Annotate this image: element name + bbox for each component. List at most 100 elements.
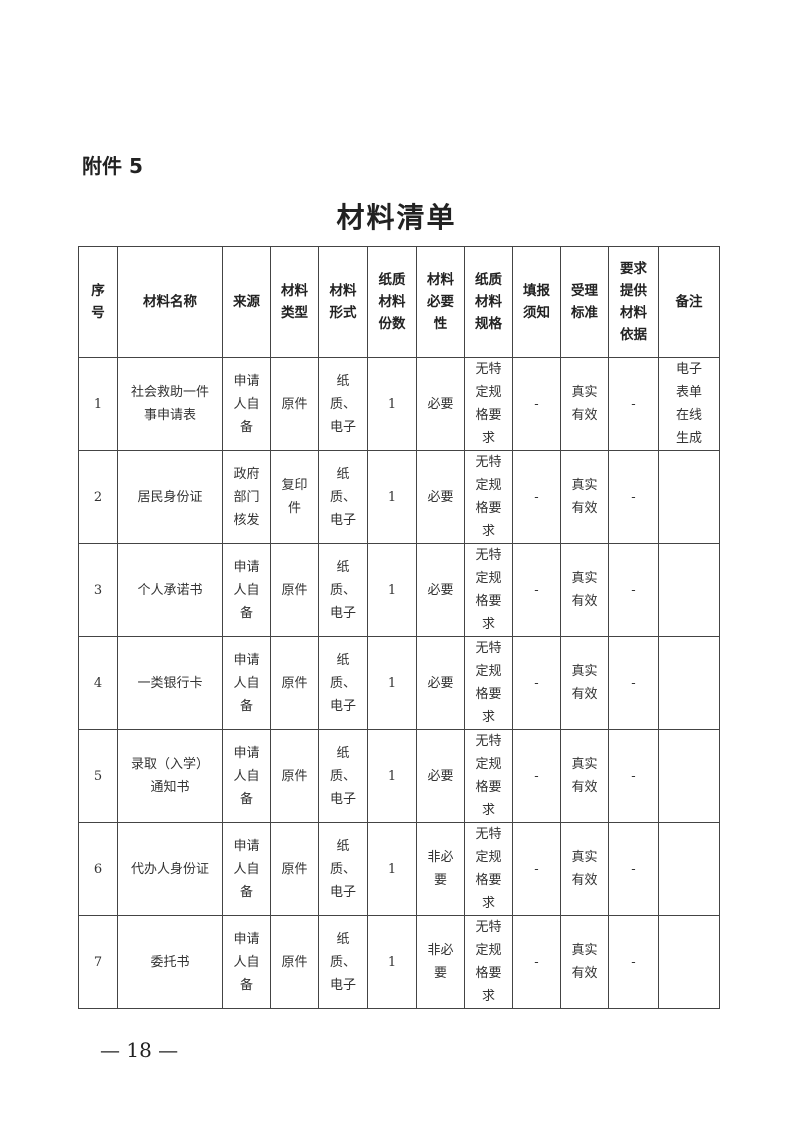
table-cell: 真实 有效 — [560, 636, 609, 730]
table-cell: 申请 人自 备 — [222, 543, 271, 637]
table-cell: - — [512, 729, 561, 823]
table-cell: 1 — [367, 357, 417, 451]
table-cell: 必要 — [416, 450, 465, 544]
table-cell: 必要 — [416, 543, 465, 637]
column-header: 材料 必要 性 — [416, 246, 465, 358]
table-cell: 无特 定规 格要 求 — [464, 729, 513, 823]
table-cell: 5 — [78, 729, 118, 823]
table-cell: 原件 — [270, 357, 319, 451]
attachment-label: 附件 5 — [82, 154, 143, 178]
table-cell: - — [512, 357, 561, 451]
table-cell: 代办人身份证 — [117, 822, 223, 916]
table-cell: 原件 — [270, 822, 319, 916]
table-cell: 必要 — [416, 357, 465, 451]
table-cell: 真实 有效 — [560, 357, 609, 451]
column-header: 序 号 — [78, 246, 118, 358]
table-cell: 3 — [78, 543, 118, 637]
table-cell: - — [512, 450, 561, 544]
table-cell — [658, 915, 720, 1009]
page-number: — 18 — — [100, 1038, 179, 1062]
table-row: 2 居民身份证 政府 部门 核发 复印 件纸 质、 电子 1 必要 无特 定规 格要 求-真… — [78, 450, 720, 544]
table-cell: 1 — [78, 357, 118, 451]
column-header: 备注 — [658, 246, 720, 358]
table-cell: 真实 有效 — [560, 729, 609, 823]
table-cell: - — [608, 822, 659, 916]
table-cell — [658, 543, 720, 637]
column-header: 来源 — [222, 246, 271, 358]
table-cell: 社会救助一件 事申请表 — [117, 357, 223, 451]
table-cell — [658, 636, 720, 730]
table-row: 7 委托书 申请 人自 备原件纸 质、 电子 1 非必 要无特 定规 格要 求 - 真实 有… — [78, 915, 720, 1009]
table-cell: 申请 人自 备 — [222, 822, 271, 916]
table-cell: 真实 有效 — [560, 915, 609, 1009]
table-cell: - — [608, 729, 659, 823]
table-cell: 7 — [78, 915, 118, 1009]
table-cell: 录取（入学） 通知书 — [117, 729, 223, 823]
table-row: 6 代办人身份证 申请 人自 备原件纸 质、 电子 1 非必 要无特 定规 格要 求-真… — [78, 822, 720, 916]
table-cell: 无特 定规 格要 求 — [464, 822, 513, 916]
table-cell: 无特 定规 格要 求 — [464, 543, 513, 637]
table-row: 5 录取（入学） 通知书 申请 人自 备原件纸 质、 电子 1 必要 无特 定规 格要 求… — [78, 729, 720, 823]
table-cell: - — [608, 450, 659, 544]
table-cell: 申请 人自 备 — [222, 636, 271, 730]
table-cell: 真实 有效 — [560, 450, 609, 544]
table-cell: 真实 有效 — [560, 543, 609, 637]
table-cell: - — [512, 636, 561, 730]
table-cell: 原件 — [270, 729, 319, 823]
table-cell: 委托书 — [117, 915, 223, 1009]
table-cell: 无特 定规 格要 求 — [464, 636, 513, 730]
table-cell: 4 — [78, 636, 118, 730]
table-cell: 无特 定规 格要 求 — [464, 357, 513, 451]
table-cell: 申请 人自 备 — [222, 729, 271, 823]
table-cell: - — [512, 822, 561, 916]
table-cell: 纸 质、 电子 — [318, 543, 368, 637]
page-title: 材料清单 — [336, 201, 457, 234]
table-cell: - — [608, 543, 659, 637]
table-cell: 1 — [367, 543, 417, 637]
table-cell — [658, 822, 720, 916]
column-header: 纸质 材料 份数 — [367, 246, 417, 358]
table-row: 3 个人承诺书 申请 人自 备原件纸 质、 电子 1 必要 无特 定规 格要 求 - 真实 有… — [78, 543, 720, 637]
table-cell: - — [608, 357, 659, 451]
table-header-row: 序 号材料名称 来源 材料 类型 材料 形式 纸质 材料 份数 材料 必要 性纸质 材料 … — [78, 246, 720, 358]
column-header: 材料名称 — [117, 246, 223, 358]
table-cell: 2 — [78, 450, 118, 544]
table-cell: - — [512, 915, 561, 1009]
column-header: 要求 提供 材料 依据 — [608, 246, 659, 358]
table-row: 1 社会救助一件 事申请表 申请 人自 备原件纸 质、 电子 1 必要 无特 定规 格要 … — [78, 357, 720, 451]
table-cell: 一类银行卡 — [117, 636, 223, 730]
table-cell: 居民身份证 — [117, 450, 223, 544]
table-cell: 原件 — [270, 915, 319, 1009]
table-row: 4 一类银行卡 申请 人自 备原件纸 质、 电子 1 必要 无特 定规 格要 求 - 真实 有… — [78, 636, 720, 730]
table-cell — [658, 729, 720, 823]
table-cell: 纸 质、 电子 — [318, 636, 368, 730]
table-cell: - — [512, 543, 561, 637]
table-cell: - — [608, 636, 659, 730]
table-cell: 原件 — [270, 543, 319, 637]
table-cell: 必要 — [416, 729, 465, 823]
column-header: 材料 类型 — [270, 246, 319, 358]
table-cell: 个人承诺书 — [117, 543, 223, 637]
table-cell: 1 — [367, 729, 417, 823]
table-cell: 1 — [367, 822, 417, 916]
table-cell: 非必 要 — [416, 822, 465, 916]
column-header: 材料 形式 — [318, 246, 368, 358]
table-cell: 纸 质、 电子 — [318, 357, 368, 451]
table-cell: 复印 件 — [270, 450, 319, 544]
table-cell — [658, 450, 720, 544]
materials-table: 序 号材料名称 来源 材料 类型 材料 形式 纸质 材料 份数 材料 必要 性纸质 材料 … — [78, 246, 720, 1009]
table-cell: 1 — [367, 636, 417, 730]
table-cell: 原件 — [270, 636, 319, 730]
table-cell: 政府 部门 核发 — [222, 450, 271, 544]
table-cell: 无特 定规 格要 求 — [464, 915, 513, 1009]
table-cell: 1 — [367, 915, 417, 1009]
table-cell: 申请 人自 备 — [222, 915, 271, 1009]
column-header: 填报 须知 — [512, 246, 561, 358]
table-cell: 1 — [367, 450, 417, 544]
table-cell: 申请 人自 备 — [222, 357, 271, 451]
table-cell: 纸 质、 电子 — [318, 450, 368, 544]
table-cell: 非必 要 — [416, 915, 465, 1009]
column-header: 受理 标准 — [560, 246, 609, 358]
table-cell: 纸 质、 电子 — [318, 729, 368, 823]
table-cell: 无特 定规 格要 求 — [464, 450, 513, 544]
